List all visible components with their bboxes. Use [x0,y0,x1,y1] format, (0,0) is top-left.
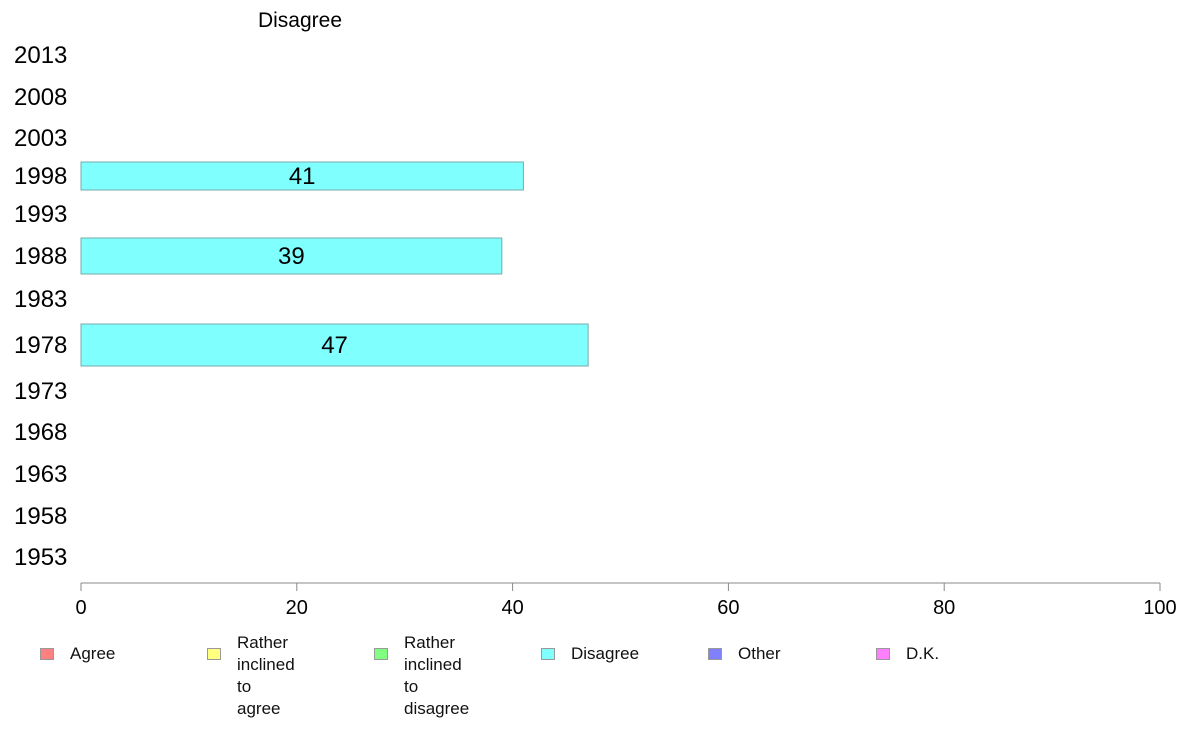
bar-value-label: 39 [278,243,305,270]
x-tick-label: 40 [501,597,523,619]
x-tick-label: 100 [1143,597,1176,619]
y-tick-label: 1958 [14,503,67,530]
legend-swatch [876,648,890,660]
y-tick-label: 1988 [14,243,67,270]
chart-title: Disagree [258,9,342,32]
x-tick-label: 20 [286,597,308,619]
y-tick-label: 1953 [14,544,67,571]
legend-label: Other [738,644,781,663]
y-axis-labels: 2013 2008 2003 1998 1993 1988 1983 1978 1973 1968… [14,42,67,571]
bar-1978 [80,323,589,367]
y-tick-label: 1978 [14,332,67,359]
legend-label: D.K. [906,644,940,663]
y-tick-label: 1968 [14,419,67,446]
bar-1988 [80,237,503,275]
bar-value-label: 47 [321,332,348,359]
legend: Agree Rather inclined to agree Rather incl… [0,630,1188,718]
x-tick-label: 60 [717,597,739,619]
y-tick-label: 1963 [14,461,67,488]
y-tick-label: 1998 [14,163,67,190]
legend-label: Rather inclined to agree [237,633,295,718]
bars [80,161,589,367]
legend-swatch [708,648,722,660]
y-tick-label: 2003 [14,125,67,152]
legend-label: Agree [70,644,116,663]
y-tick-label: 2008 [14,84,67,111]
bar-value-labels: 41 39 47 [278,163,348,359]
bar-chart: Disagree 2013 2008 2003 1998 1993 1988 1983 197… [14,9,1177,619]
legend-swatch [40,648,54,660]
legend-label: Disagree [571,644,640,663]
x-tick-label: 80 [933,597,955,619]
x-tick-label: 0 [75,597,86,619]
bar-1998 [80,161,524,191]
legend-swatch [541,648,555,660]
x-axis-ticks: 0 20 40 60 80 100 [75,583,1177,619]
legend-label: Rather inclined to disagree [404,633,470,718]
y-tick-label: 2013 [14,42,67,69]
y-tick-label: 1973 [14,378,67,405]
y-tick-label: 1983 [14,286,67,313]
y-tick-label: 1993 [14,201,67,228]
legend-swatch [374,648,388,660]
legend-swatch [207,648,221,660]
bar-value-label: 41 [289,163,316,190]
